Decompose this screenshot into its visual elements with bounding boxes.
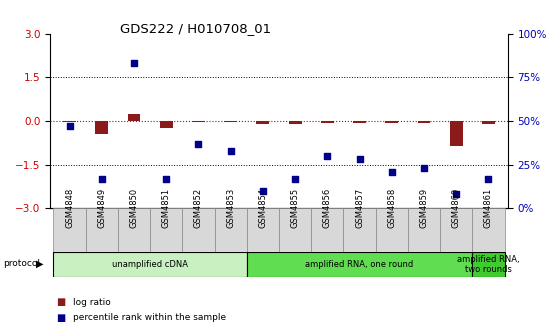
Bar [482,121,495,124]
Bar [450,121,463,146]
Bar [257,121,270,124]
Bar [472,252,504,277]
Bar [247,208,279,252]
Bar [192,121,205,122]
Text: GSM4852: GSM4852 [194,188,203,228]
Point [258,188,267,194]
Bar [321,121,334,123]
Bar [408,208,440,252]
Bar [311,208,343,252]
Text: protocol: protocol [3,259,40,268]
Point [291,176,300,181]
Bar [288,121,301,124]
Text: GSM4860: GSM4860 [452,188,461,228]
Point [65,124,74,129]
Bar [440,208,472,252]
Text: GSM4856: GSM4856 [323,188,332,228]
Point [387,169,396,174]
Text: GSM4855: GSM4855 [291,188,300,228]
Bar [376,208,408,252]
Text: amplified RNA, one round: amplified RNA, one round [305,260,413,269]
Point [226,148,235,153]
Text: GSM4853: GSM4853 [226,188,235,228]
Text: amplified RNA,
two rounds: amplified RNA, two rounds [457,255,519,274]
Text: GSM4849: GSM4849 [97,188,106,228]
Text: GSM4861: GSM4861 [484,188,493,228]
Text: GSM4854: GSM4854 [258,188,267,228]
Text: GSM4850: GSM4850 [129,188,138,228]
Bar [417,121,430,123]
Text: log ratio: log ratio [73,298,110,307]
Bar [182,208,215,252]
Text: GSM4848: GSM4848 [65,188,74,228]
Text: ▶: ▶ [36,259,44,269]
Bar [353,121,366,123]
Bar [247,252,472,277]
Bar [63,121,76,122]
Bar [54,208,86,252]
Text: GSM4857: GSM4857 [355,188,364,228]
Point [355,157,364,162]
Bar [128,114,141,121]
Bar [215,208,247,252]
Bar [118,208,150,252]
Bar [150,208,182,252]
Point [420,165,429,171]
Point [452,192,461,197]
Point [194,141,203,146]
Bar [386,121,398,123]
Bar [86,208,118,252]
Point [484,176,493,181]
Bar [160,121,172,128]
Point [97,176,106,181]
Bar [224,121,237,122]
Text: unamplified cDNA: unamplified cDNA [112,260,188,269]
Bar [279,208,311,252]
Text: GSM4851: GSM4851 [162,188,171,228]
Text: GSM4859: GSM4859 [420,188,429,228]
Bar [472,208,504,252]
Bar [95,121,108,134]
Point [323,153,332,159]
Bar [54,252,247,277]
Text: ■: ■ [56,312,65,323]
Point [162,176,171,181]
Text: GSM4858: GSM4858 [387,188,396,228]
Text: ■: ■ [56,297,65,307]
Point [129,60,138,66]
Text: percentile rank within the sample: percentile rank within the sample [73,313,225,322]
Bar [343,208,376,252]
Text: GDS222 / H010708_01: GDS222 / H010708_01 [120,22,271,35]
